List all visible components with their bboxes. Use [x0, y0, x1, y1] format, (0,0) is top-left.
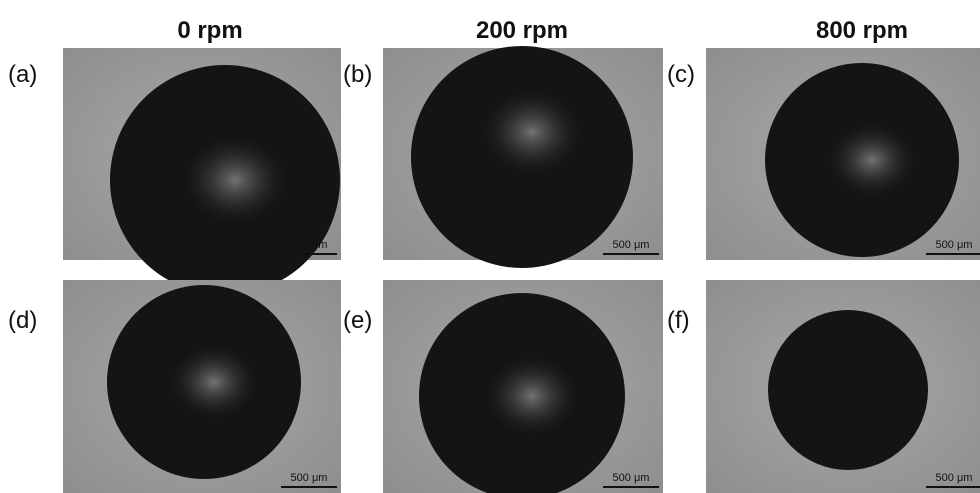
- panel-label: (e): [343, 307, 372, 334]
- texture: [482, 89, 582, 175]
- scale-bar-label: 500 μm: [291, 239, 328, 251]
- image-panel: (c) 500 μm: [667, 48, 980, 260]
- image-panel: (e) 500 μm: [343, 280, 663, 493]
- panel-label: (c): [667, 61, 695, 88]
- texture: [183, 136, 287, 224]
- column-header: 0 rpm: [177, 17, 242, 44]
- column-header: 200 rpm: [476, 17, 568, 44]
- image-panel: (a) 500 μm: [8, 48, 341, 295]
- image-panel: (d) 500 μm: [8, 280, 341, 493]
- texture: [485, 356, 579, 436]
- scale-bar-label: 500 μm: [291, 472, 328, 484]
- panel-label: (d): [8, 307, 37, 334]
- texture: [170, 345, 258, 419]
- image-panel: (f) 500 μm: [667, 280, 980, 493]
- scale-bar-label: 500 μm: [936, 239, 973, 251]
- texture: [828, 123, 916, 197]
- image-panel: (b) 500 μm: [343, 46, 663, 268]
- panel-label: (a): [8, 61, 37, 88]
- panel-label: (b): [343, 61, 372, 88]
- scale-bar-label: 500 μm: [613, 472, 650, 484]
- column-header: 800 rpm: [816, 17, 908, 44]
- droplet: [768, 310, 928, 470]
- scale-bar-label: 500 μm: [936, 472, 973, 484]
- scale-bar-label: 500 μm: [613, 239, 650, 251]
- panel-label: (f): [667, 307, 690, 334]
